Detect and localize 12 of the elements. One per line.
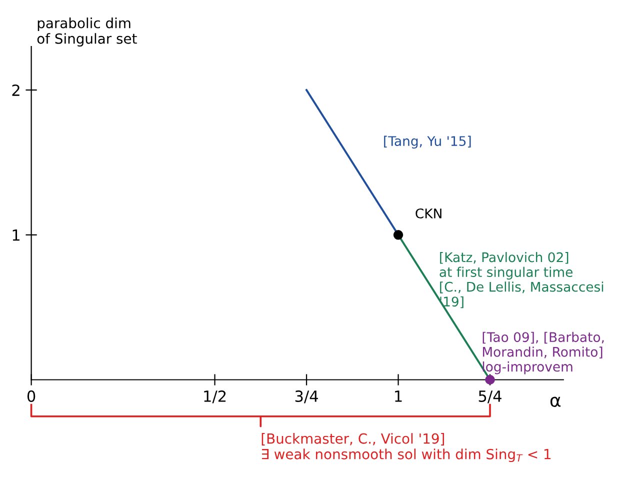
text: [Buckmaster, C., Vicol '19] ∃ weak nonsmooth sol with dim Sing$_{T}$ < 1 — [262, 433, 551, 462]
y-tick-label: 2 — [12, 84, 20, 96]
y-axis-title: parabolic dim of Singular set — [37, 18, 137, 47]
x-tick-label: 1 — [395, 390, 402, 402]
annotation: [Tang, Yu '15] — [384, 136, 471, 149]
annotation: [Tao 09], [Barbato, Morandin, Romito] log-improvem — [482, 332, 604, 374]
x-tick-label: 1/2 — [204, 390, 226, 404]
x-tick-label: 5/4 — [478, 390, 502, 404]
x-axis-title: α — [550, 396, 561, 408]
x-tick-label: 3/4 — [295, 390, 318, 404]
annotation: CKN — [416, 208, 442, 218]
x-tick-label: 0 — [27, 390, 36, 402]
